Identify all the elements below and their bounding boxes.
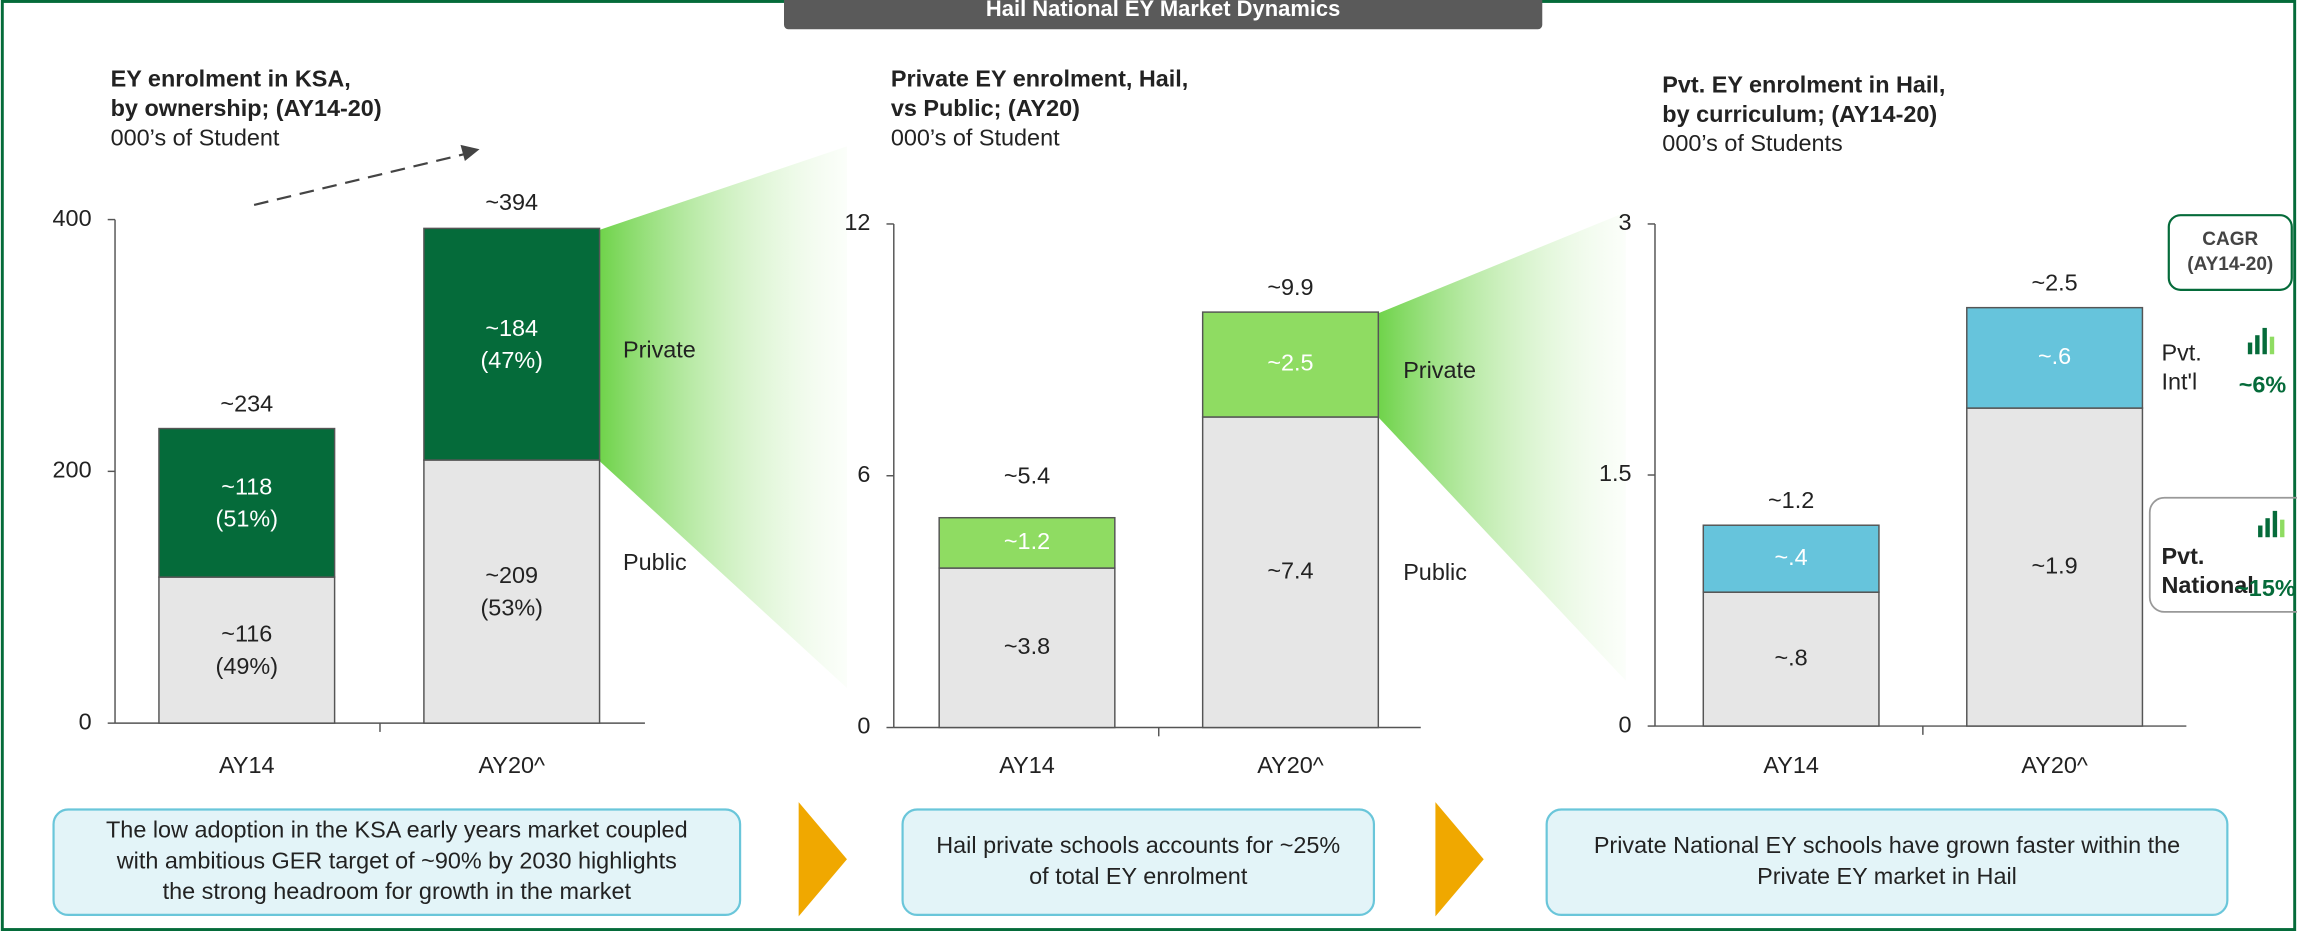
- legend-label: Private: [1403, 357, 1476, 383]
- bar-segment: [158, 576, 336, 724]
- chart-title: Pvt. EY enrolment in Hail,: [1662, 72, 1945, 98]
- chevron: [1435, 802, 1484, 917]
- total-label: ~394: [485, 189, 538, 215]
- callout-text: of total EY enrolment: [1029, 863, 1248, 889]
- chart-title: Private EY enrolment, Hail,: [891, 66, 1188, 92]
- y-tick-label: 200: [53, 457, 92, 483]
- legend-label: Pvt.: [2161, 543, 2204, 569]
- x-tick-label: AY14: [999, 752, 1055, 778]
- bar-segment: [423, 227, 601, 461]
- legend-label: Public: [623, 549, 687, 575]
- chart-subtitle: 000’s of Student: [111, 124, 280, 150]
- legend-label: Int'l: [2161, 369, 2197, 395]
- bar-segment: [158, 427, 336, 578]
- total-label: ~2.5: [2032, 269, 2078, 295]
- chart-title: by ownership; (AY14-20): [111, 95, 382, 121]
- callout-text: the strong headroom for growth in the ma…: [163, 878, 632, 904]
- value-label: ~7.4: [1267, 557, 1313, 583]
- value-label: ~2.5: [1267, 350, 1313, 376]
- x-tick-label: AY20^: [478, 752, 545, 778]
- share-label: (51%): [216, 506, 278, 532]
- trend-arrow: [253, 152, 467, 207]
- value-label: ~209: [485, 562, 538, 588]
- legend-label: National: [2161, 572, 2253, 598]
- chevron: [798, 802, 847, 917]
- cagr-title: (AY14-20): [2187, 254, 2273, 275]
- total-label: ~1.2: [1768, 487, 1814, 513]
- value-label: ~.8: [1775, 644, 1808, 670]
- chart-title: EY enrolment in KSA,: [111, 66, 351, 92]
- legend-label: Private: [623, 337, 696, 363]
- bar-segment: [1966, 407, 2144, 727]
- y-tick-label: 6: [857, 461, 870, 487]
- cagr-label: ~6%: [2239, 372, 2287, 398]
- header-tab: [784, 0, 1543, 30]
- chart-subtitle: 000’s of Students: [1662, 130, 1842, 156]
- chart-title: vs Public; (AY20): [891, 95, 1080, 121]
- legend-label: Public: [1403, 559, 1467, 585]
- callout-box: [901, 808, 1376, 916]
- callout-text: Private National EY schools have grown f…: [1594, 832, 2180, 858]
- callout-text: with ambitious GER target of ~90% by 203…: [116, 847, 677, 873]
- cagr-label: ~15%: [2235, 575, 2296, 601]
- cagr-box: [2167, 214, 2293, 291]
- total-label: ~9.9: [1267, 274, 1313, 300]
- legend-box: [2148, 496, 2297, 613]
- share-label: (47%): [481, 347, 543, 373]
- fan: [599, 146, 847, 689]
- bar-segment: [423, 459, 601, 724]
- callout-text: Hail private schools accounts for ~25%: [936, 832, 1340, 858]
- y-tick-label: 1.5: [1599, 460, 1632, 486]
- value-label: ~116: [221, 621, 272, 647]
- value-label: ~.6: [2038, 343, 2071, 369]
- x-tick-label: AY20^: [1257, 752, 1324, 778]
- fan: [1378, 212, 1626, 681]
- chart-title: by curriculum; (AY14-20): [1662, 101, 1937, 127]
- callout-box: [1545, 808, 2229, 916]
- bar-segment: [1966, 306, 2144, 409]
- total-label: ~234: [220, 390, 273, 416]
- y-tick-label: 3: [1619, 209, 1632, 235]
- y-tick-label: 0: [1619, 711, 1632, 737]
- chart-subtitle: 000’s of Student: [891, 124, 1060, 150]
- x-tick-label: AY20^: [2021, 752, 2088, 778]
- value-label: ~184: [485, 315, 538, 341]
- bar-segment: [938, 567, 1116, 729]
- bar-segment: [1702, 524, 1880, 593]
- total-label: ~5.4: [1004, 463, 1050, 489]
- arrow-head: [460, 144, 480, 162]
- share-label: (53%): [481, 594, 543, 620]
- y-tick-label: 12: [844, 209, 870, 235]
- bar-segment: [1201, 416, 1380, 729]
- callout-text: Private EY market in Hail: [1757, 863, 2017, 889]
- bar-segment: [1702, 591, 1880, 727]
- value-label: ~1.2: [1004, 528, 1050, 554]
- header-title: Hail National EY Market Dynamics: [986, 0, 1340, 21]
- cagr-title: CAGR: [2202, 229, 2258, 250]
- value-label: ~1.9: [2032, 552, 2078, 578]
- callout-box: [52, 808, 742, 916]
- x-tick-label: AY14: [219, 752, 275, 778]
- x-tick-label: AY14: [1763, 752, 1819, 778]
- growth-icon: [2247, 327, 2285, 538]
- y-tick-label: 0: [857, 713, 870, 739]
- y-tick-label: 0: [79, 708, 92, 734]
- value-label: ~.4: [1775, 544, 1808, 570]
- y-tick-label: 400: [53, 205, 92, 231]
- share-label: (49%): [216, 653, 278, 679]
- bar-segment: [1201, 311, 1380, 418]
- value-label: ~118: [221, 473, 272, 499]
- bar-segment: [938, 516, 1116, 569]
- value-label: ~3.8: [1004, 633, 1050, 659]
- callout-text: The low adoption in the KSA early years …: [106, 817, 688, 843]
- legend-label: Pvt.: [2161, 339, 2201, 365]
